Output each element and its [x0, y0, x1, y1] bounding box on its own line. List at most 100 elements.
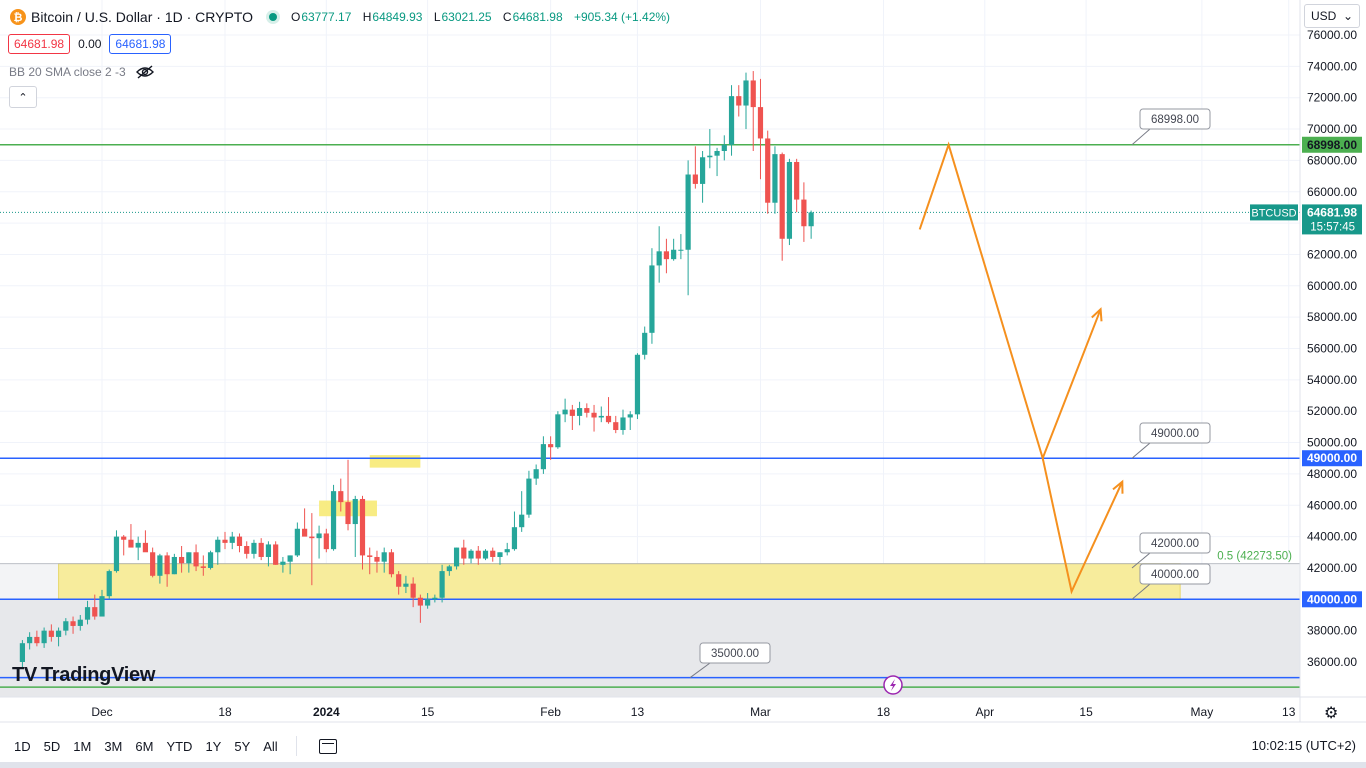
- candle[interactable]: [511, 527, 518, 550]
- indicator-label[interactable]: BB 20 SMA close 2 -3: [9, 65, 126, 79]
- candle[interactable]: [207, 552, 214, 568]
- candle[interactable]: [113, 536, 120, 572]
- candle[interactable]: [410, 583, 416, 598]
- candle[interactable]: [446, 566, 452, 572]
- candle[interactable]: [27, 636, 33, 644]
- candle[interactable]: [193, 552, 199, 567]
- timeframe-ytd[interactable]: YTD: [166, 738, 193, 754]
- buy-button[interactable]: 64681.98: [109, 34, 172, 54]
- candle[interactable]: [215, 539, 221, 553]
- candle[interactable]: [236, 536, 243, 547]
- candle[interactable]: [280, 561, 286, 565]
- candle[interactable]: [736, 96, 742, 106]
- timeframe-1d[interactable]: 1D: [14, 738, 31, 754]
- forecast-path[interactable]: [918, 141, 1102, 462]
- candle[interactable]: [605, 415, 612, 423]
- candle[interactable]: [121, 536, 127, 540]
- candle[interactable]: [374, 556, 380, 562]
- timeframe-3m[interactable]: 3M: [104, 738, 123, 754]
- candle[interactable]: [338, 491, 344, 503]
- candle[interactable]: [309, 536, 315, 539]
- candle[interactable]: [352, 498, 358, 525]
- candle[interactable]: [316, 533, 322, 539]
- candle[interactable]: [330, 491, 337, 550]
- candle[interactable]: [345, 502, 351, 525]
- candle[interactable]: [19, 643, 26, 662]
- candle[interactable]: [41, 630, 47, 644]
- candle[interactable]: [106, 571, 112, 597]
- candle[interactable]: [765, 138, 771, 203]
- candle[interactable]: [620, 417, 626, 431]
- candle[interactable]: [48, 630, 54, 637]
- candle[interactable]: [432, 597, 438, 600]
- candle[interactable]: [613, 422, 619, 431]
- candle[interactable]: [287, 555, 293, 562]
- candle[interactable]: [548, 444, 554, 448]
- currency-select[interactable]: USD ⌄: [1304, 4, 1360, 28]
- candle[interactable]: [482, 550, 489, 559]
- candle[interactable]: [34, 636, 40, 644]
- candle[interactable]: [490, 550, 496, 557]
- candle[interactable]: [178, 556, 185, 564]
- candle[interactable]: [591, 412, 597, 418]
- timeframe-1y[interactable]: 1Y: [205, 738, 222, 754]
- candle[interactable]: [164, 555, 170, 575]
- candle[interactable]: [627, 414, 633, 418]
- candle[interactable]: [84, 607, 91, 620]
- candle[interactable]: [222, 539, 228, 543]
- candle[interactable]: [359, 498, 366, 556]
- candle[interactable]: [468, 550, 474, 559]
- candle[interactable]: [439, 571, 445, 598]
- calendar-icon[interactable]: [318, 738, 337, 754]
- candle[interactable]: [475, 550, 481, 559]
- candle[interactable]: [171, 556, 177, 575]
- gear-icon[interactable]: ⚙: [1324, 705, 1339, 722]
- candle[interactable]: [77, 619, 83, 626]
- candle[interactable]: [142, 542, 149, 553]
- candle[interactable]: [453, 547, 460, 567]
- callout-40000[interactable]: 40000.00: [1151, 569, 1199, 581]
- candle[interactable]: [555, 414, 561, 448]
- collapse-legend-button[interactable]: ⌃: [9, 86, 37, 108]
- callout-68998[interactable]: 68998.00: [1151, 114, 1199, 126]
- plot-area[interactable]: 68998.00 49000.00 42000.00 40000.00 35000.00…: [0, 0, 1300, 697]
- candle[interactable]: [794, 161, 800, 200]
- candle[interactable]: [678, 249, 684, 251]
- candle[interactable]: [656, 251, 662, 266]
- candle[interactable]: [779, 154, 785, 239]
- tradingview-logo[interactable]: TV TradingView: [12, 664, 155, 687]
- candle[interactable]: [714, 150, 720, 156]
- candle[interactable]: [772, 154, 778, 203]
- clock[interactable]: 10:02:15 (UTC+2): [1251, 738, 1356, 753]
- eye-hidden-icon[interactable]: [135, 65, 154, 79]
- candle[interactable]: [244, 546, 250, 554]
- candle[interactable]: [461, 547, 467, 559]
- candle[interactable]: [403, 583, 409, 587]
- candle[interactable]: [707, 155, 713, 158]
- candle[interactable]: [63, 621, 69, 631]
- candle[interactable]: [663, 251, 670, 260]
- candle[interactable]: [598, 415, 604, 418]
- candle[interactable]: [576, 408, 583, 416]
- candle[interactable]: [757, 107, 764, 139]
- timeframe-5d[interactable]: 5D: [43, 738, 61, 754]
- candle[interactable]: [273, 544, 279, 565]
- candle[interactable]: [649, 265, 655, 333]
- candle[interactable]: [786, 161, 793, 239]
- callout-42000[interactable]: 42000.00: [1151, 538, 1199, 550]
- candle[interactable]: [692, 174, 698, 184]
- candle[interactable]: [562, 409, 568, 415]
- candle[interactable]: [699, 157, 706, 184]
- candle[interactable]: [229, 536, 235, 543]
- candle[interactable]: [417, 597, 423, 606]
- candle[interactable]: [728, 96, 735, 145]
- candle[interactable]: [540, 444, 546, 470]
- candle[interactable]: [497, 552, 503, 557]
- candle[interactable]: [186, 552, 192, 564]
- timeframe-all[interactable]: All: [263, 738, 278, 754]
- callout-35000[interactable]: 35000.00: [711, 648, 759, 660]
- candle[interactable]: [801, 199, 807, 227]
- candle[interactable]: [584, 408, 590, 413]
- candle[interactable]: [721, 144, 727, 151]
